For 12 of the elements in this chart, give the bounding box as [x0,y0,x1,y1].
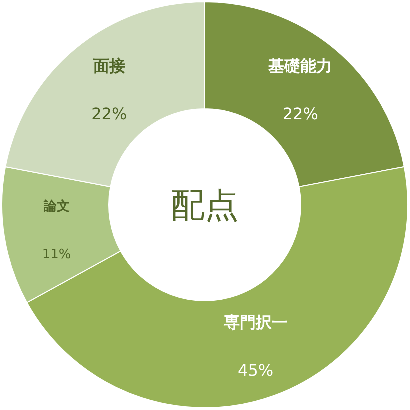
slice-label: 論文 [42,198,70,214]
slice-label: 基礎能力 [268,56,333,76]
text: 配点 [171,186,239,226]
data-label: 11% [42,247,72,262]
slice: 面接 22% [5,2,206,188]
slice-label: 面接 [92,56,126,76]
data-label: 22% [92,104,128,124]
data-label: 45% [238,361,274,380]
slice: 基礎能力 22% [204,2,405,188]
data-label: 22% [282,104,318,124]
slice-label: 専門択一 [222,313,288,332]
slice: 論文 11% [2,166,122,304]
